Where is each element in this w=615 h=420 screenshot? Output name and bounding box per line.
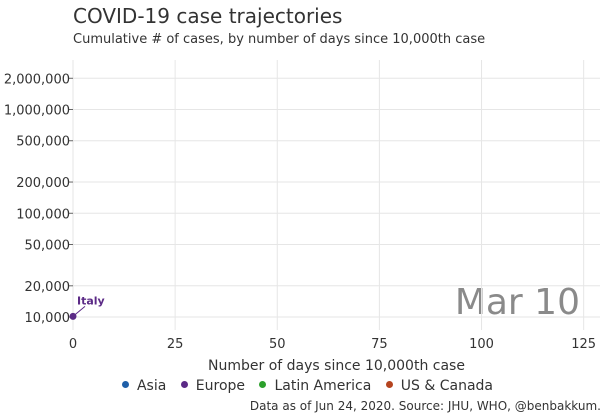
y-tick-label: 100,000 xyxy=(16,207,70,222)
x-tick-label: 125 xyxy=(571,337,596,352)
legend-item-asia[interactable]: Asia xyxy=(121,378,167,394)
x-axis-label: Number of days since 10,000th case xyxy=(208,358,465,374)
y-tick-label: 50,000 xyxy=(25,239,71,254)
legend-item-latin-america[interactable]: Latin America xyxy=(259,378,371,394)
legend-label-asia: Asia xyxy=(136,378,167,394)
legend-marker-us-canada xyxy=(385,380,393,388)
x-tick-label: 75 xyxy=(371,337,388,352)
chart-title: COVID-19 case trajectories xyxy=(73,4,343,28)
data-point-italy xyxy=(69,312,77,320)
y-tick-label: 500,000 xyxy=(16,135,70,150)
x-tick-label: 0 xyxy=(69,337,77,352)
legend-item-europe[interactable]: Europe xyxy=(180,378,246,394)
y-tick-label: 1,000,000 xyxy=(4,104,70,119)
legend-item-us-canada[interactable]: US & Canada xyxy=(385,378,493,394)
legend-marker-latin-america xyxy=(259,380,267,388)
y-tick-label: 10,000 xyxy=(25,311,71,326)
x-tick-label: 100 xyxy=(469,337,494,352)
legend-marker-asia xyxy=(121,380,129,388)
y-tick-label: 200,000 xyxy=(16,176,70,191)
y-tick-label: 20,000 xyxy=(25,280,71,295)
legend-label-us-canada: US & Canada xyxy=(400,378,493,394)
chart-subtitle: Cumulative # of cases, by number of days… xyxy=(73,32,486,47)
legend-marker-europe xyxy=(180,380,188,388)
x-tick-label: 50 xyxy=(269,337,286,352)
legend-label-europe: Europe xyxy=(195,378,246,394)
legend: Asia Europe Latin America US & Canada xyxy=(0,378,615,394)
legend-label-latin-america: Latin America xyxy=(274,378,372,394)
source-note: Data as of Jun 24, 2020. Source: JHU, WH… xyxy=(249,399,601,413)
y-tick-label: 2,000,000 xyxy=(4,72,70,87)
data-label-italy: Italy xyxy=(77,294,105,307)
x-tick-label: 25 xyxy=(167,337,184,352)
date-label: Mar 10 xyxy=(455,282,580,323)
